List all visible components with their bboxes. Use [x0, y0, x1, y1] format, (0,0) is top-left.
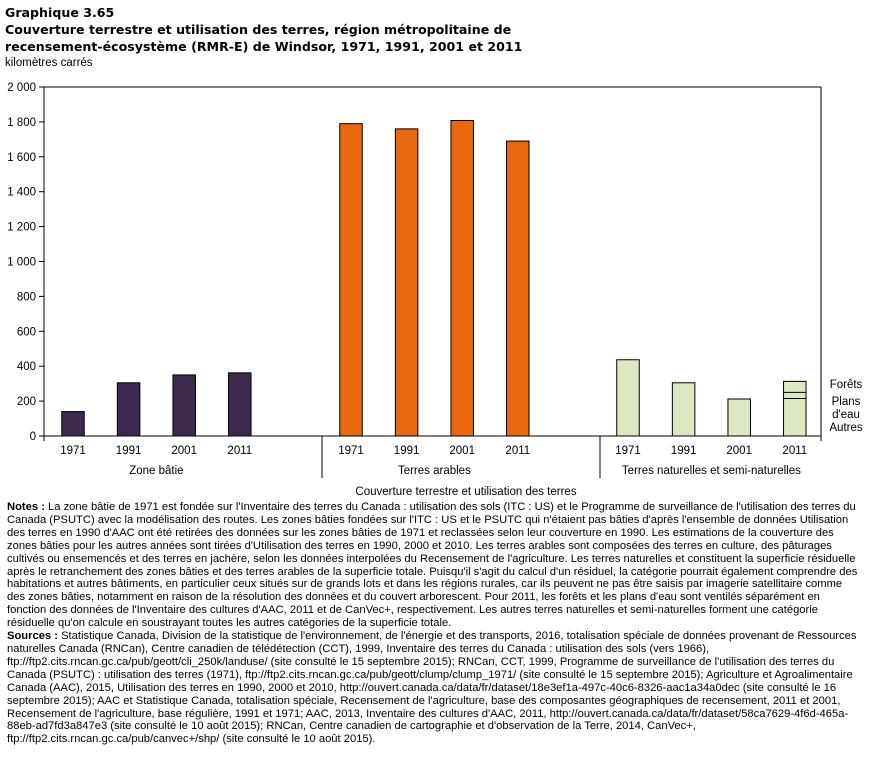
x-axis: 1971 1991 2001 2011 Zone bâtie 1971 1991 2001 20…	[43, 436, 822, 478]
x-tick-label: 2001	[726, 445, 752, 457]
plot-frame	[43, 86, 822, 437]
y-axis-unit-label: kilomètres carrés	[5, 57, 93, 69]
group-label: Terres arables	[398, 465, 471, 477]
bars	[61, 120, 807, 437]
x-tick-label: 2011	[505, 445, 530, 457]
sources-text: Statistique Canada, Division de la stati…	[7, 630, 857, 746]
bar	[727, 398, 751, 437]
y-tick-label: 600	[17, 326, 36, 338]
x-tick-label: 2011	[782, 445, 807, 457]
y-tick-label: 1 600	[7, 152, 36, 164]
bar	[616, 359, 640, 437]
bar	[61, 411, 85, 437]
chart-title-line2: recensement-écosystème (RMR-E) de Windso…	[5, 39, 523, 54]
x-tick-label: 1971	[615, 445, 641, 457]
x-tick-label: 1991	[671, 445, 697, 457]
group-label: Zone bâtie	[129, 465, 183, 477]
y-tick-label: 1 000	[7, 257, 36, 269]
notes-block: Notes : La zone bâtie de 1971 est fondée…	[7, 501, 862, 746]
y-tick-label: 1 800	[7, 117, 36, 129]
bar	[450, 120, 474, 437]
y-axis-ticks: 0 200 400 600 800 1 000 1 200 1 400 1 600 1 800 2 …	[7, 82, 44, 443]
y-tick-label: 0	[30, 431, 36, 443]
stack-legend-label: Forêts	[830, 379, 863, 391]
x-axis-title: Couverture terrestre et utilisation des …	[355, 486, 576, 498]
bar	[506, 140, 530, 437]
bar	[172, 374, 196, 437]
x-tick-label: 2001	[449, 445, 475, 457]
x-tick-label: 1991	[116, 445, 142, 457]
bar	[783, 380, 807, 437]
group-label: Terres naturelles et semi-naturelles	[622, 465, 801, 477]
chart-title-line1: Couverture terrestre et utilisation des …	[5, 22, 512, 37]
bar-chart: 0 200 400 600 800 1 000 1 200 1 400 1 600 1 800 2 …	[7, 82, 863, 498]
x-tick-label: 1971	[338, 445, 364, 457]
stack-legend-label: d'eau	[832, 409, 860, 421]
notes-label: Notes :	[7, 501, 45, 513]
bar	[228, 372, 252, 437]
y-tick-label: 200	[17, 396, 36, 408]
graph-label: Graphique 3.65	[5, 5, 115, 20]
stack-legend-label: Autres	[829, 422, 862, 434]
notes-text: La zone bâtie de 1971 est fondée sur l'I…	[7, 501, 858, 630]
bar	[394, 128, 419, 437]
y-tick-label: 800	[17, 291, 36, 303]
x-tick-label: 2011	[227, 445, 252, 457]
bar	[671, 382, 696, 437]
x-tick-label: 2001	[171, 445, 197, 457]
sources-label: Sources :	[7, 630, 58, 643]
y-tick-label: 400	[17, 361, 36, 373]
y-tick-label: 2 000	[7, 82, 36, 94]
sources-paragraph: Sources : Statistique Canada, Division d…	[7, 630, 862, 746]
notes-paragraph: Notes : La zone bâtie de 1971 est fondée…	[7, 501, 862, 630]
x-tick-label: 1971	[60, 445, 86, 457]
bar	[116, 382, 141, 437]
x-tick-label: 1991	[394, 445, 420, 457]
stack-legend-label: Plans	[832, 396, 861, 408]
y-tick-label: 1 200	[7, 222, 36, 234]
y-tick-label: 1 400	[7, 187, 36, 199]
bar	[339, 123, 363, 437]
